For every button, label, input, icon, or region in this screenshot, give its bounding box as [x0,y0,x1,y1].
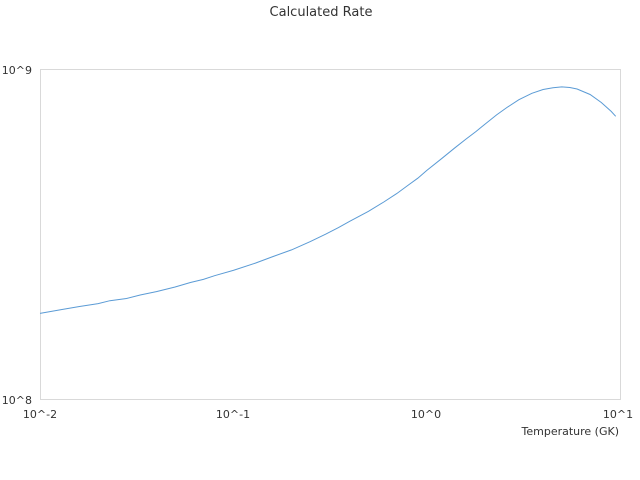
x-tick-label: 10^-2 [23,408,57,421]
x-tick-label: 10^0 [411,408,441,421]
y-tick-label: 10^9 [2,64,32,77]
x-axis-label: Temperature (GK) [521,425,620,438]
y-axis-ticks: 10^8 10^9 [2,64,32,407]
chart-title: Calculated Rate [270,5,373,20]
plot-area-border [40,69,621,400]
x-axis-ticks: 10^-2 10^-1 10^0 10^1 [23,408,633,421]
y-tick-label: 10^8 [2,394,32,407]
series-layer [39,86,617,314]
series-line-0 [39,86,617,314]
x-tick-label: 10^-1 [216,408,250,421]
x-tick-label: 10^1 [603,408,633,421]
